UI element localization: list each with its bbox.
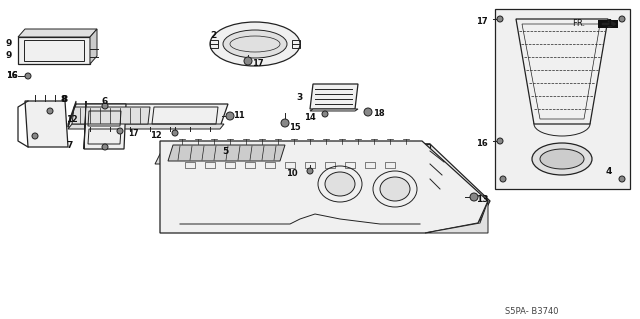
Polygon shape [495, 9, 630, 189]
Polygon shape [165, 144, 430, 231]
Polygon shape [18, 29, 97, 37]
Polygon shape [90, 29, 97, 64]
Ellipse shape [281, 119, 289, 127]
Polygon shape [18, 37, 90, 64]
Text: 1: 1 [606, 19, 612, 28]
Polygon shape [68, 124, 224, 129]
Text: S5PA- B3740: S5PA- B3740 [505, 307, 559, 315]
Text: 17: 17 [128, 130, 139, 138]
Ellipse shape [619, 176, 625, 182]
Text: 6: 6 [102, 98, 108, 107]
Ellipse shape [210, 22, 300, 66]
Bar [598, 20, 618, 28]
Ellipse shape [497, 138, 503, 144]
Polygon shape [84, 101, 86, 149]
Ellipse shape [32, 133, 38, 139]
Ellipse shape [532, 143, 592, 175]
Polygon shape [84, 104, 126, 149]
Ellipse shape [172, 130, 178, 136]
Text: 13: 13 [476, 195, 488, 204]
Text: 11: 11 [233, 112, 244, 121]
Text: 9: 9 [6, 40, 12, 48]
Text: 7: 7 [66, 140, 72, 150]
Text: 15: 15 [289, 122, 301, 131]
Text: 9: 9 [6, 51, 12, 61]
Text: 12: 12 [66, 115, 77, 123]
Text: FR.: FR. [572, 19, 585, 28]
Ellipse shape [307, 168, 313, 174]
Ellipse shape [318, 166, 362, 202]
Text: 5: 5 [222, 146, 228, 155]
Ellipse shape [373, 171, 417, 207]
Ellipse shape [500, 176, 506, 182]
Polygon shape [168, 145, 285, 161]
Polygon shape [72, 107, 150, 124]
Text: 16: 16 [6, 71, 18, 80]
Text: 4: 4 [606, 167, 612, 175]
Polygon shape [310, 109, 358, 111]
Text: 16: 16 [476, 139, 488, 149]
Ellipse shape [364, 108, 372, 116]
Polygon shape [155, 144, 430, 164]
Text: 8: 8 [62, 94, 68, 103]
Ellipse shape [325, 172, 355, 196]
Ellipse shape [470, 193, 478, 201]
Text: 8: 8 [61, 94, 67, 103]
Text: 14: 14 [304, 113, 316, 122]
Text: 17: 17 [252, 60, 264, 69]
Ellipse shape [497, 16, 503, 22]
Ellipse shape [540, 149, 584, 169]
Ellipse shape [380, 177, 410, 201]
Text: 17: 17 [476, 17, 488, 26]
Text: 12: 12 [150, 131, 162, 140]
Polygon shape [310, 84, 358, 109]
Text: 16: 16 [6, 71, 18, 80]
Polygon shape [516, 19, 608, 124]
Polygon shape [160, 141, 488, 233]
Ellipse shape [322, 111, 328, 117]
Text: 3: 3 [297, 93, 303, 101]
Ellipse shape [226, 112, 234, 120]
Polygon shape [68, 101, 76, 127]
Ellipse shape [102, 144, 108, 150]
Text: 2: 2 [210, 32, 216, 41]
Polygon shape [165, 144, 490, 221]
Ellipse shape [223, 30, 287, 58]
Ellipse shape [244, 57, 252, 65]
Text: 18: 18 [373, 109, 385, 118]
Ellipse shape [102, 103, 108, 109]
Ellipse shape [47, 108, 53, 114]
Polygon shape [25, 101, 68, 147]
Ellipse shape [619, 16, 625, 22]
Ellipse shape [117, 128, 123, 134]
Ellipse shape [25, 73, 31, 79]
Polygon shape [68, 104, 228, 127]
Polygon shape [425, 201, 488, 233]
Text: 10: 10 [286, 169, 298, 179]
